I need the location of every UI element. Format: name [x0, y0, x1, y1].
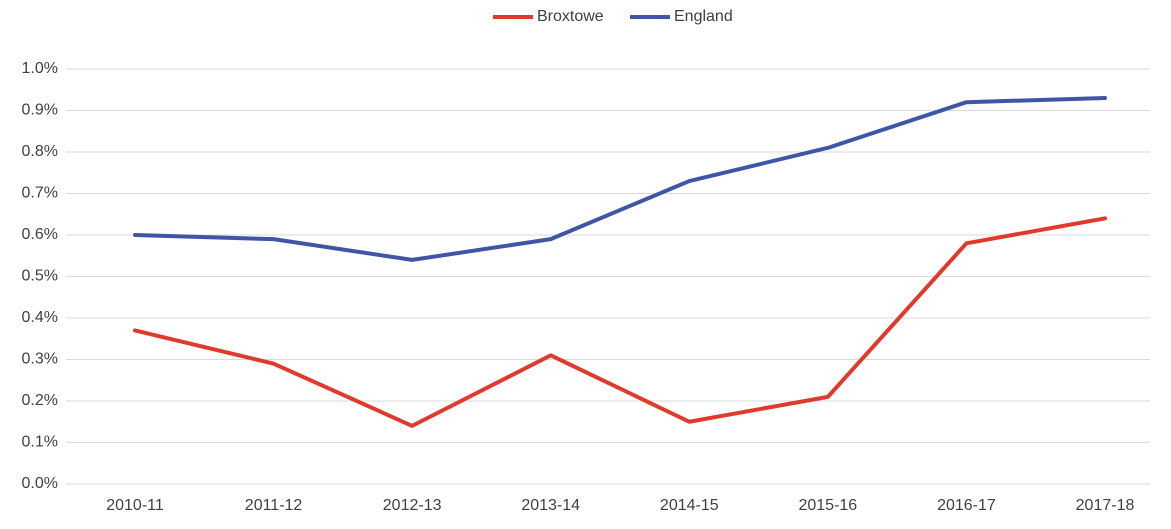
x-tick-label: 2010-11 [106, 497, 164, 514]
y-tick-label: 0.9% [22, 102, 58, 119]
x-tick-label: 2014-15 [660, 497, 719, 514]
y-tick-label: 0.5% [22, 268, 58, 285]
y-tick-label: 0.4% [22, 309, 58, 326]
y-tick-label: 0.6% [22, 226, 58, 243]
y-tick-label: 0.1% [22, 434, 58, 451]
x-tick-label: 2013-14 [521, 497, 580, 514]
x-tick-label: 2012-13 [383, 497, 442, 514]
y-tick-label: 0.0% [22, 475, 58, 492]
series-line [133, 216, 1107, 428]
series-line [133, 96, 1107, 262]
y-tick-label: 0.2% [22, 392, 58, 409]
x-tick-label: 2016-17 [937, 497, 996, 514]
y-tick-label: 0.3% [22, 351, 58, 368]
x-tick-label: 2011-12 [245, 497, 303, 514]
legend-label: Broxtowe [537, 8, 604, 25]
x-tick-label: 2017-18 [1076, 497, 1135, 514]
x-tick-label: 2015-16 [798, 497, 857, 514]
y-tick-label: 0.8% [22, 143, 58, 160]
y-tick-label: 1.0% [22, 60, 58, 77]
legend-label: England [674, 8, 733, 25]
y-tick-label: 0.7% [22, 185, 58, 202]
